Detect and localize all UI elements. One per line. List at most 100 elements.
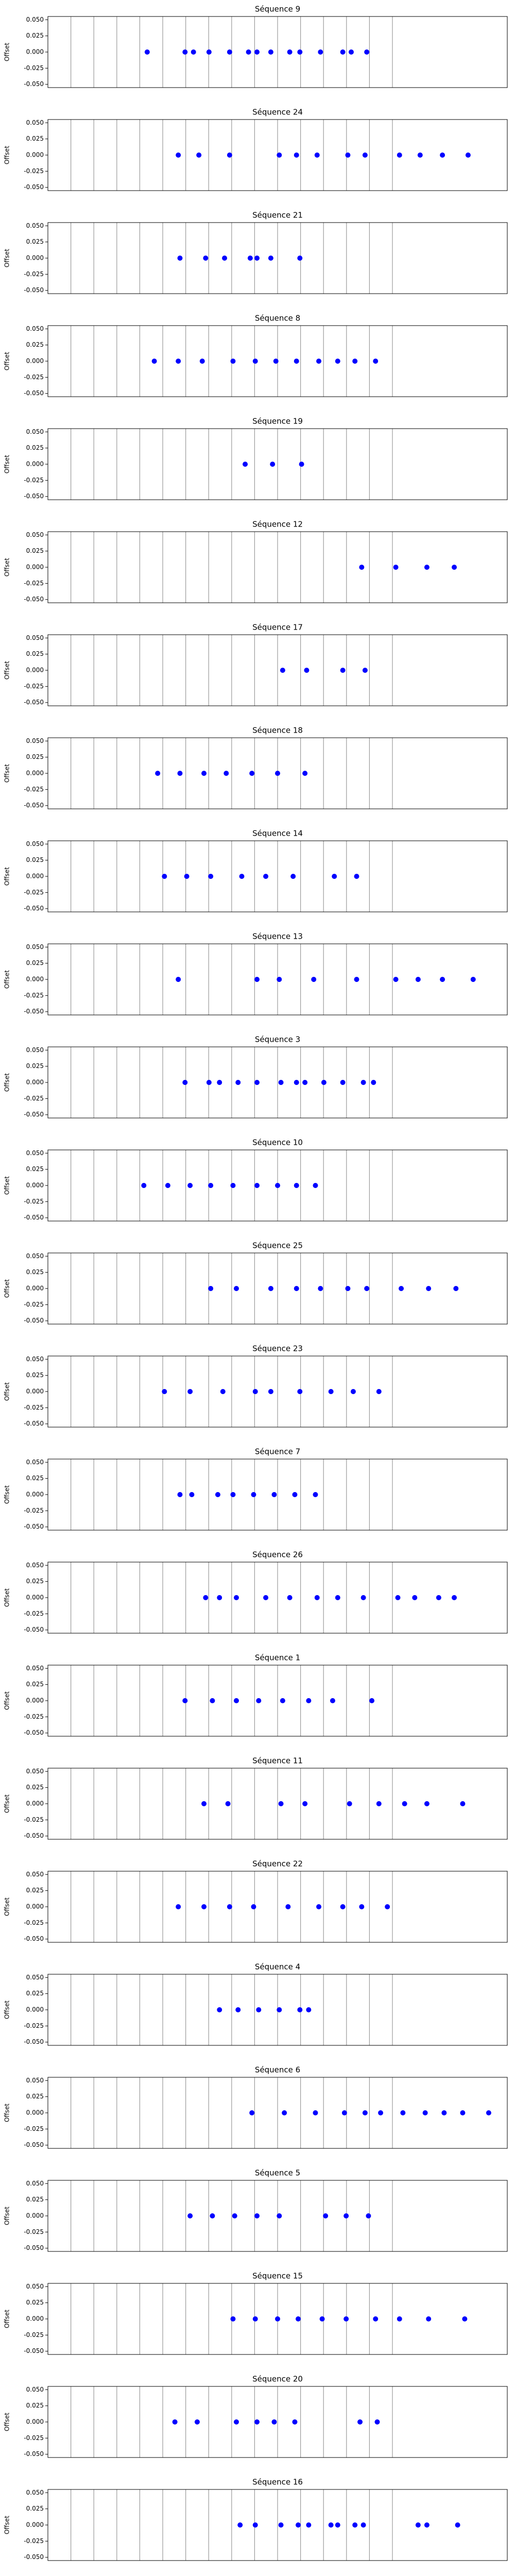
point: [400, 2110, 406, 2115]
panel-title: Séquence 7: [255, 1447, 300, 1456]
y-tick-label: -0.025: [24, 1713, 44, 1720]
point: [465, 152, 471, 158]
point: [452, 565, 457, 570]
point: [335, 1595, 340, 1600]
axes-frame: [47, 1355, 508, 1428]
point: [233, 1286, 239, 1291]
y-tick-label: 0.025: [26, 1371, 44, 1379]
axes-frame: [47, 1871, 508, 1943]
point: [360, 2522, 366, 2528]
point: [206, 49, 212, 55]
y-tick-label: -0.025: [24, 1404, 44, 1411]
panel-title: Séquence 24: [252, 108, 303, 117]
y-axis-label: Offset: [4, 661, 11, 680]
y-tick-label: 0.025: [26, 1165, 44, 1173]
point: [275, 771, 280, 776]
point: [256, 1698, 262, 1703]
point: [360, 1080, 366, 1085]
point: [297, 2007, 303, 2012]
y-tick-label: 0.050: [26, 1252, 44, 1260]
y-tick-label: 0.050: [26, 840, 44, 848]
axes-frame: [47, 840, 508, 912]
axes-frame: [47, 943, 508, 1015]
point: [271, 1492, 277, 1497]
point: [314, 1595, 320, 1600]
y-tick-label: 0.025: [26, 547, 44, 554]
y-tick-label: 0.000: [26, 1388, 44, 1395]
panel-title: Séquence 4: [255, 1962, 300, 1972]
point: [313, 1183, 318, 1188]
y-tick-label: -0.025: [24, 2434, 44, 2442]
y-tick-label: -0.025: [24, 477, 44, 484]
panel-title: Séquence 9: [255, 5, 300, 14]
point: [227, 152, 232, 158]
point: [280, 1698, 285, 1703]
point: [393, 977, 399, 982]
point: [340, 1904, 346, 1909]
point: [217, 1080, 222, 1085]
point: [362, 668, 368, 673]
point: [237, 2522, 243, 2528]
point: [285, 1904, 291, 1909]
y-axis-label: Offset: [4, 970, 11, 989]
point: [340, 668, 346, 673]
point: [206, 1080, 212, 1085]
point: [187, 2213, 193, 2218]
point: [294, 1080, 299, 1085]
point: [441, 2110, 447, 2115]
y-axis-label: Offset: [4, 1691, 11, 1710]
point: [222, 256, 228, 261]
point: [201, 771, 207, 776]
panel-title: Séquence 15: [252, 2272, 303, 2281]
y-tick-label: -0.050: [24, 596, 44, 603]
point: [278, 1080, 284, 1085]
y-tick-label: 0.025: [26, 1578, 44, 1585]
y-tick-label: 0.050: [26, 325, 44, 332]
y-axis-label: Offset: [4, 867, 11, 886]
point: [374, 2419, 380, 2425]
y-tick-label: -0.050: [24, 1626, 44, 1633]
y-tick-label: -0.025: [24, 992, 44, 999]
point: [233, 1698, 239, 1703]
point: [296, 2316, 301, 2321]
point: [254, 49, 260, 55]
axes-frame: [47, 1974, 508, 2046]
axes-frame: [47, 737, 508, 809]
axes-frame: [47, 1459, 508, 1531]
panel-title: Séquence 5: [255, 2168, 300, 2178]
point: [373, 2316, 379, 2321]
point: [275, 2316, 280, 2321]
point: [165, 1183, 170, 1188]
y-tick-label: -0.050: [24, 493, 44, 500]
point: [376, 1389, 382, 1394]
point: [402, 1801, 407, 1806]
y-tick-label: -0.025: [24, 889, 44, 896]
point: [208, 1183, 214, 1188]
point: [230, 359, 236, 364]
panel-title: Séquence 25: [252, 1241, 303, 1250]
panel-title: Séquence 14: [252, 829, 303, 838]
point: [397, 2316, 402, 2321]
y-tick-label: -0.025: [24, 2228, 44, 2235]
point: [247, 256, 253, 261]
y-tick-label: 0.050: [26, 943, 44, 951]
panel-title: Séquence 1: [255, 1653, 300, 1663]
axes-frame: [47, 1046, 508, 1118]
point: [176, 1904, 181, 1909]
point: [345, 152, 351, 158]
point: [252, 359, 258, 364]
y-axis-label: Offset: [4, 1073, 11, 1092]
point: [187, 1183, 193, 1188]
y-tick-label: 0.025: [26, 2299, 44, 2306]
point: [359, 565, 365, 570]
point: [254, 256, 260, 261]
y-tick-label: 0.000: [26, 2315, 44, 2323]
y-tick-label: -0.025: [24, 270, 44, 278]
panel-title: Séquence 20: [252, 2375, 303, 2384]
point: [254, 977, 260, 982]
y-tick-label: 0.050: [26, 1871, 44, 1878]
axes-frame: [47, 1768, 508, 1840]
y-tick-label: -0.025: [24, 1610, 44, 1617]
y-tick-label: 0.050: [26, 2489, 44, 2496]
